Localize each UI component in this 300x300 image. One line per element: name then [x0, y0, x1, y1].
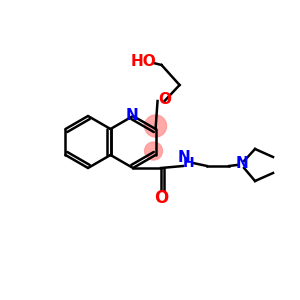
Text: HO: HO	[131, 53, 156, 68]
Text: H: H	[183, 156, 195, 170]
Text: O: O	[154, 189, 168, 207]
Text: N: N	[126, 107, 138, 122]
Text: N: N	[178, 151, 190, 166]
Text: O: O	[158, 92, 171, 107]
Text: N: N	[236, 157, 248, 172]
Circle shape	[145, 142, 163, 160]
Circle shape	[145, 115, 166, 137]
